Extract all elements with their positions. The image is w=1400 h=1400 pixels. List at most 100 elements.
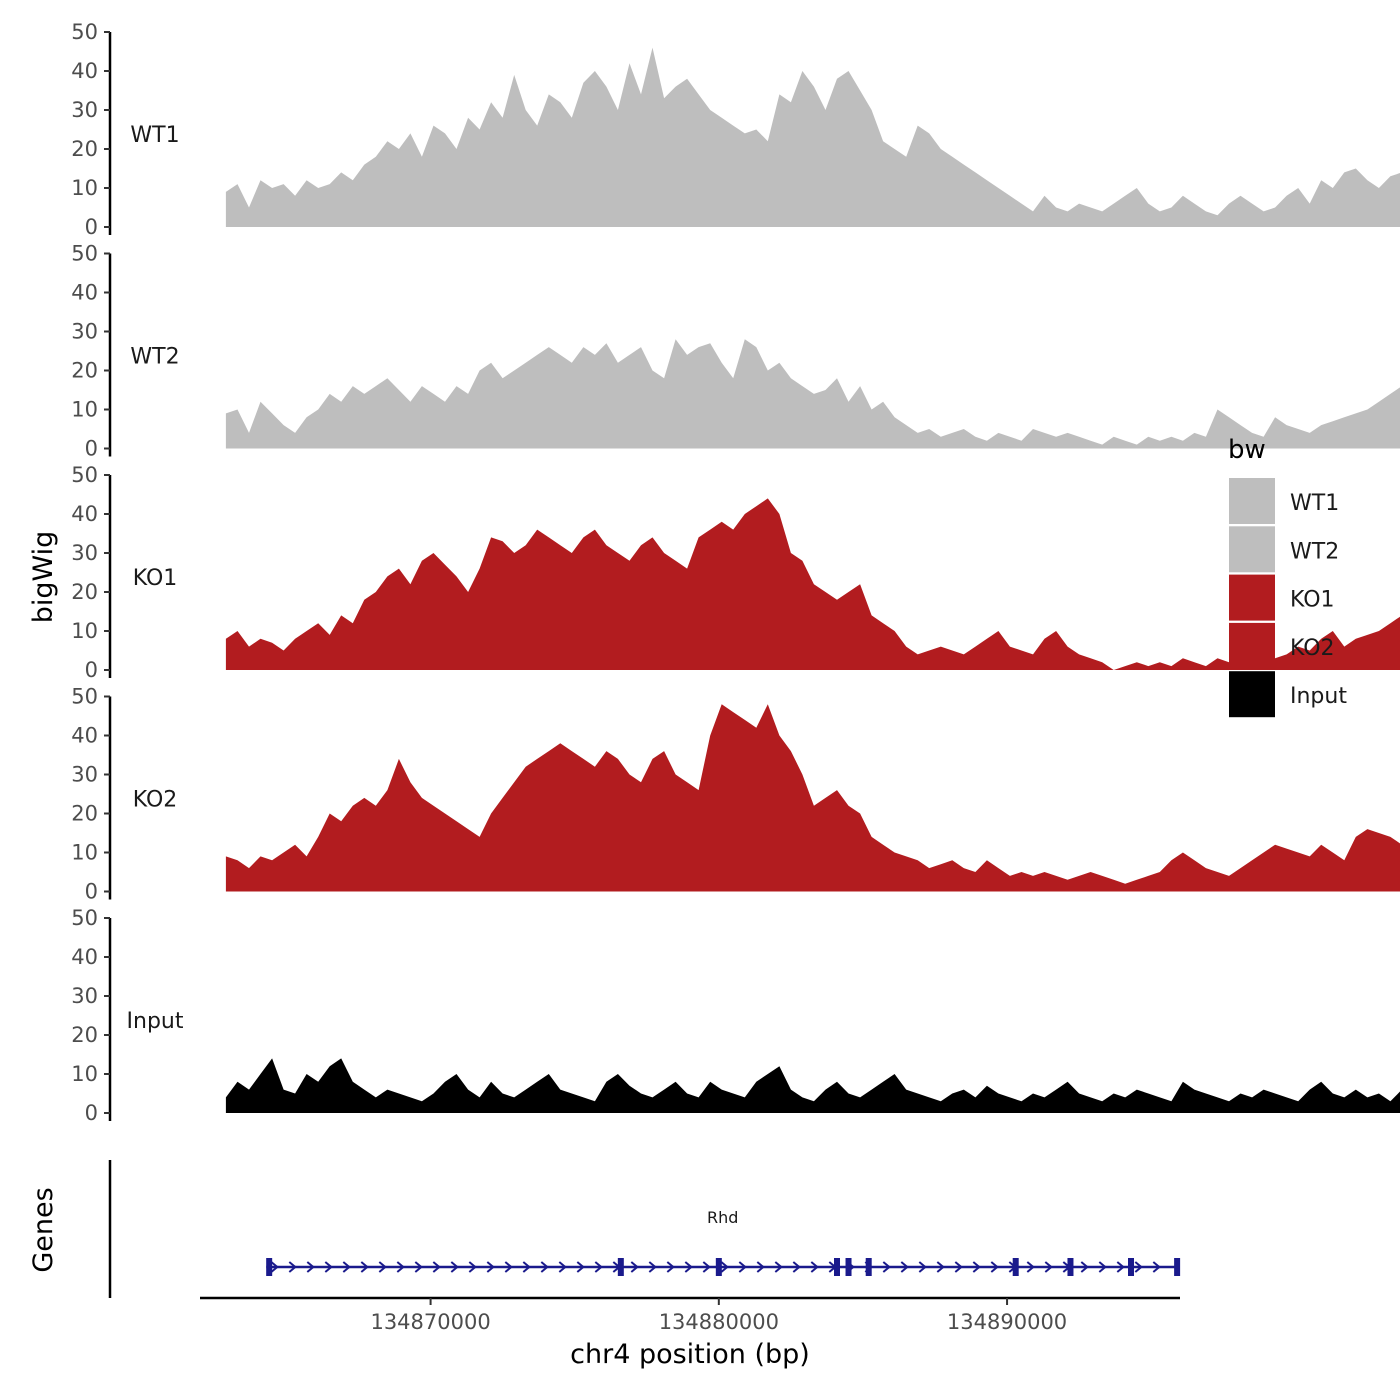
coverage-area-ko1 — [225, 498, 1400, 670]
y-tick-label: 20 — [71, 359, 98, 383]
y-tick-label: 50 — [71, 20, 98, 44]
y-tick-label: 50 — [71, 463, 98, 487]
strand-arrow — [810, 1261, 819, 1273]
genes-axis-title: Genes — [28, 1187, 59, 1272]
y-tick-label: 50 — [71, 242, 98, 266]
legend-label-ko1: KO1 — [1290, 588, 1335, 613]
strand-arrow — [558, 1261, 567, 1273]
track-label: KO1 — [133, 566, 178, 591]
y-tick-label: 0 — [85, 437, 98, 461]
strand-arrow — [702, 1261, 711, 1273]
strand-arrow — [306, 1261, 315, 1273]
x-tick-label: 134880000 — [659, 1310, 779, 1334]
legend-swatch-input — [1229, 671, 1275, 718]
strand-arrow — [378, 1261, 387, 1273]
strand-arrow — [414, 1261, 423, 1273]
strand-arrow — [1026, 1261, 1035, 1273]
strand-arrow — [342, 1261, 351, 1273]
strand-arrow — [270, 1261, 279, 1273]
coverage-area-input — [225, 1058, 1400, 1113]
strand-arrow — [918, 1261, 927, 1273]
y-tick-label: 10 — [71, 176, 98, 200]
legend-label-ko2: KO2 — [1290, 636, 1335, 661]
strand-arrow — [1134, 1261, 1143, 1273]
exon-block — [834, 1258, 840, 1276]
legend-label-wt2: WT2 — [1290, 539, 1339, 564]
y-tick-label: 10 — [71, 1062, 98, 1086]
legend-swatch-ko1 — [1229, 574, 1275, 621]
strand-arrow — [720, 1261, 729, 1273]
track-label: KO2 — [133, 788, 178, 813]
strand-arrow — [648, 1261, 657, 1273]
track-ko1: 0 10 20 30 40 50 KO1 — [71, 463, 1400, 682]
y-tick-label: 30 — [71, 320, 98, 344]
coverage-area-wt2 — [225, 339, 1400, 449]
y-tick-label: 40 — [71, 281, 98, 305]
exon-block — [1012, 1258, 1019, 1276]
strand-arrow — [684, 1261, 693, 1273]
legend-swatch-ko2 — [1229, 622, 1275, 669]
y-tick-label: 10 — [71, 841, 98, 865]
exon-block — [1067, 1258, 1074, 1276]
strand-arrow — [1116, 1261, 1125, 1273]
strand-arrow — [1044, 1261, 1053, 1273]
strand-arrow — [882, 1261, 891, 1273]
x-axis: 134870000 134880000 134890000 — [200, 1296, 1180, 1334]
track-wt1: 0 10 20 30 40 50 WT1 — [71, 20, 1400, 239]
y-tick-label: 30 — [71, 98, 98, 122]
y-tick-label: 40 — [71, 724, 98, 748]
strand-arrow — [1080, 1261, 1089, 1273]
exon-block — [715, 1258, 722, 1276]
y-tick-label: 20 — [71, 580, 98, 604]
strand-arrow — [630, 1261, 639, 1273]
y-tick-label: 30 — [71, 984, 98, 1008]
gene-name: Rhd — [707, 1208, 738, 1227]
strand-arrow — [900, 1261, 909, 1273]
strand-arrow — [324, 1261, 333, 1273]
y-axis-title: bigWig — [28, 531, 59, 624]
y-tick-label: 0 — [85, 215, 98, 239]
strand-arrow — [1098, 1261, 1107, 1273]
exon-block — [266, 1258, 273, 1276]
exon-block — [845, 1258, 852, 1276]
strand-arrow — [954, 1261, 963, 1273]
coverage-area-ko2 — [225, 704, 1400, 892]
strand-arrow — [972, 1261, 981, 1273]
strand-arrow — [792, 1261, 801, 1273]
gene-track-panel: Rhd — [108, 1160, 1181, 1298]
legend-swatch-wt1 — [1229, 478, 1275, 524]
x-axis-title: chr4 position (bp) — [570, 1339, 810, 1370]
exon-block — [1174, 1258, 1181, 1276]
legend-label-wt1: WT1 — [1290, 491, 1339, 516]
strand-arrow — [468, 1261, 477, 1273]
track-ko2: 0 10 20 30 40 50 KO2 — [71, 685, 1400, 904]
track-wt2: 0 10 20 30 40 50 WT2 — [71, 242, 1400, 461]
strand-arrow — [756, 1261, 765, 1273]
strand-arrow — [936, 1261, 945, 1273]
legend-label-input: Input — [1290, 684, 1347, 709]
y-tick-label: 0 — [85, 1101, 98, 1125]
y-tick-label: 40 — [71, 502, 98, 526]
strand-arrow — [576, 1261, 585, 1273]
strand-arrow — [540, 1261, 549, 1273]
coverage-area-wt1 — [225, 47, 1400, 227]
strand-arrow — [1152, 1261, 1161, 1273]
track-label: Input — [127, 1009, 184, 1034]
y-tick-label: 0 — [85, 880, 98, 904]
exon-block — [617, 1258, 624, 1276]
coverage-tracks: 0 10 20 30 40 50 WT1 0 10 20 30 40 50 WT2 0 10 20 30 40 50 K… — [71, 20, 1400, 1125]
exon-block — [1128, 1258, 1134, 1276]
strand-arrow — [504, 1261, 513, 1273]
y-tick-label: 20 — [71, 802, 98, 826]
strand-arrow — [396, 1261, 405, 1273]
y-tick-label: 30 — [71, 541, 98, 565]
y-tick-label: 30 — [71, 763, 98, 787]
y-tick-label: 0 — [85, 658, 98, 682]
strand-arrow — [360, 1261, 369, 1273]
legend-swatch-wt2 — [1229, 526, 1275, 573]
legend-title: bw — [1228, 435, 1266, 465]
y-tick-label: 10 — [71, 398, 98, 422]
strand-arrow — [432, 1261, 441, 1273]
y-tick-label: 40 — [71, 945, 98, 969]
